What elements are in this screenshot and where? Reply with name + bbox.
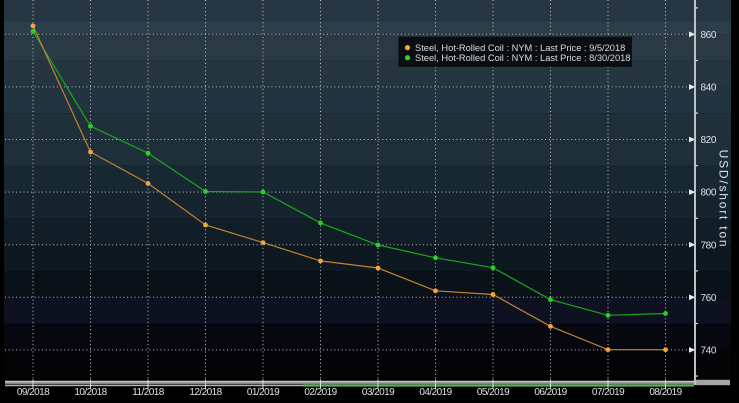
svg-text:760: 760 bbox=[701, 293, 717, 304]
svg-text:860: 860 bbox=[701, 30, 717, 41]
svg-text:800: 800 bbox=[701, 188, 717, 199]
svg-text:840: 840 bbox=[701, 83, 717, 94]
svg-text:08/2019: 08/2019 bbox=[649, 387, 682, 398]
svg-text:06/2019: 06/2019 bbox=[534, 387, 567, 398]
svg-text:USD/short ton: USD/short ton bbox=[717, 150, 731, 249]
svg-text:01/2019: 01/2019 bbox=[247, 387, 280, 398]
svg-text:03/2019: 03/2019 bbox=[362, 387, 395, 398]
svg-text:740: 740 bbox=[701, 346, 717, 357]
svg-text:09/2018: 09/2018 bbox=[17, 387, 50, 398]
svg-text:02/2019: 02/2019 bbox=[304, 387, 337, 398]
svg-text:05/2019: 05/2019 bbox=[477, 387, 510, 398]
svg-text:04/2019: 04/2019 bbox=[419, 387, 452, 398]
svg-text:07/2019: 07/2019 bbox=[592, 387, 625, 398]
svg-text:Steel, Hot-Rolled Coil : NYM :: Steel, Hot-Rolled Coil : NYM : Last Pric… bbox=[415, 43, 625, 53]
svg-text:Steel, Hot-Rolled Coil : NYM :: Steel, Hot-Rolled Coil : NYM : Last Pric… bbox=[415, 53, 630, 63]
svg-text:780: 780 bbox=[701, 240, 717, 251]
svg-text:820: 820 bbox=[701, 135, 717, 146]
svg-text:12/2018: 12/2018 bbox=[189, 387, 222, 398]
svg-text:11/2018: 11/2018 bbox=[132, 387, 165, 398]
svg-text:10/2018: 10/2018 bbox=[74, 387, 107, 398]
